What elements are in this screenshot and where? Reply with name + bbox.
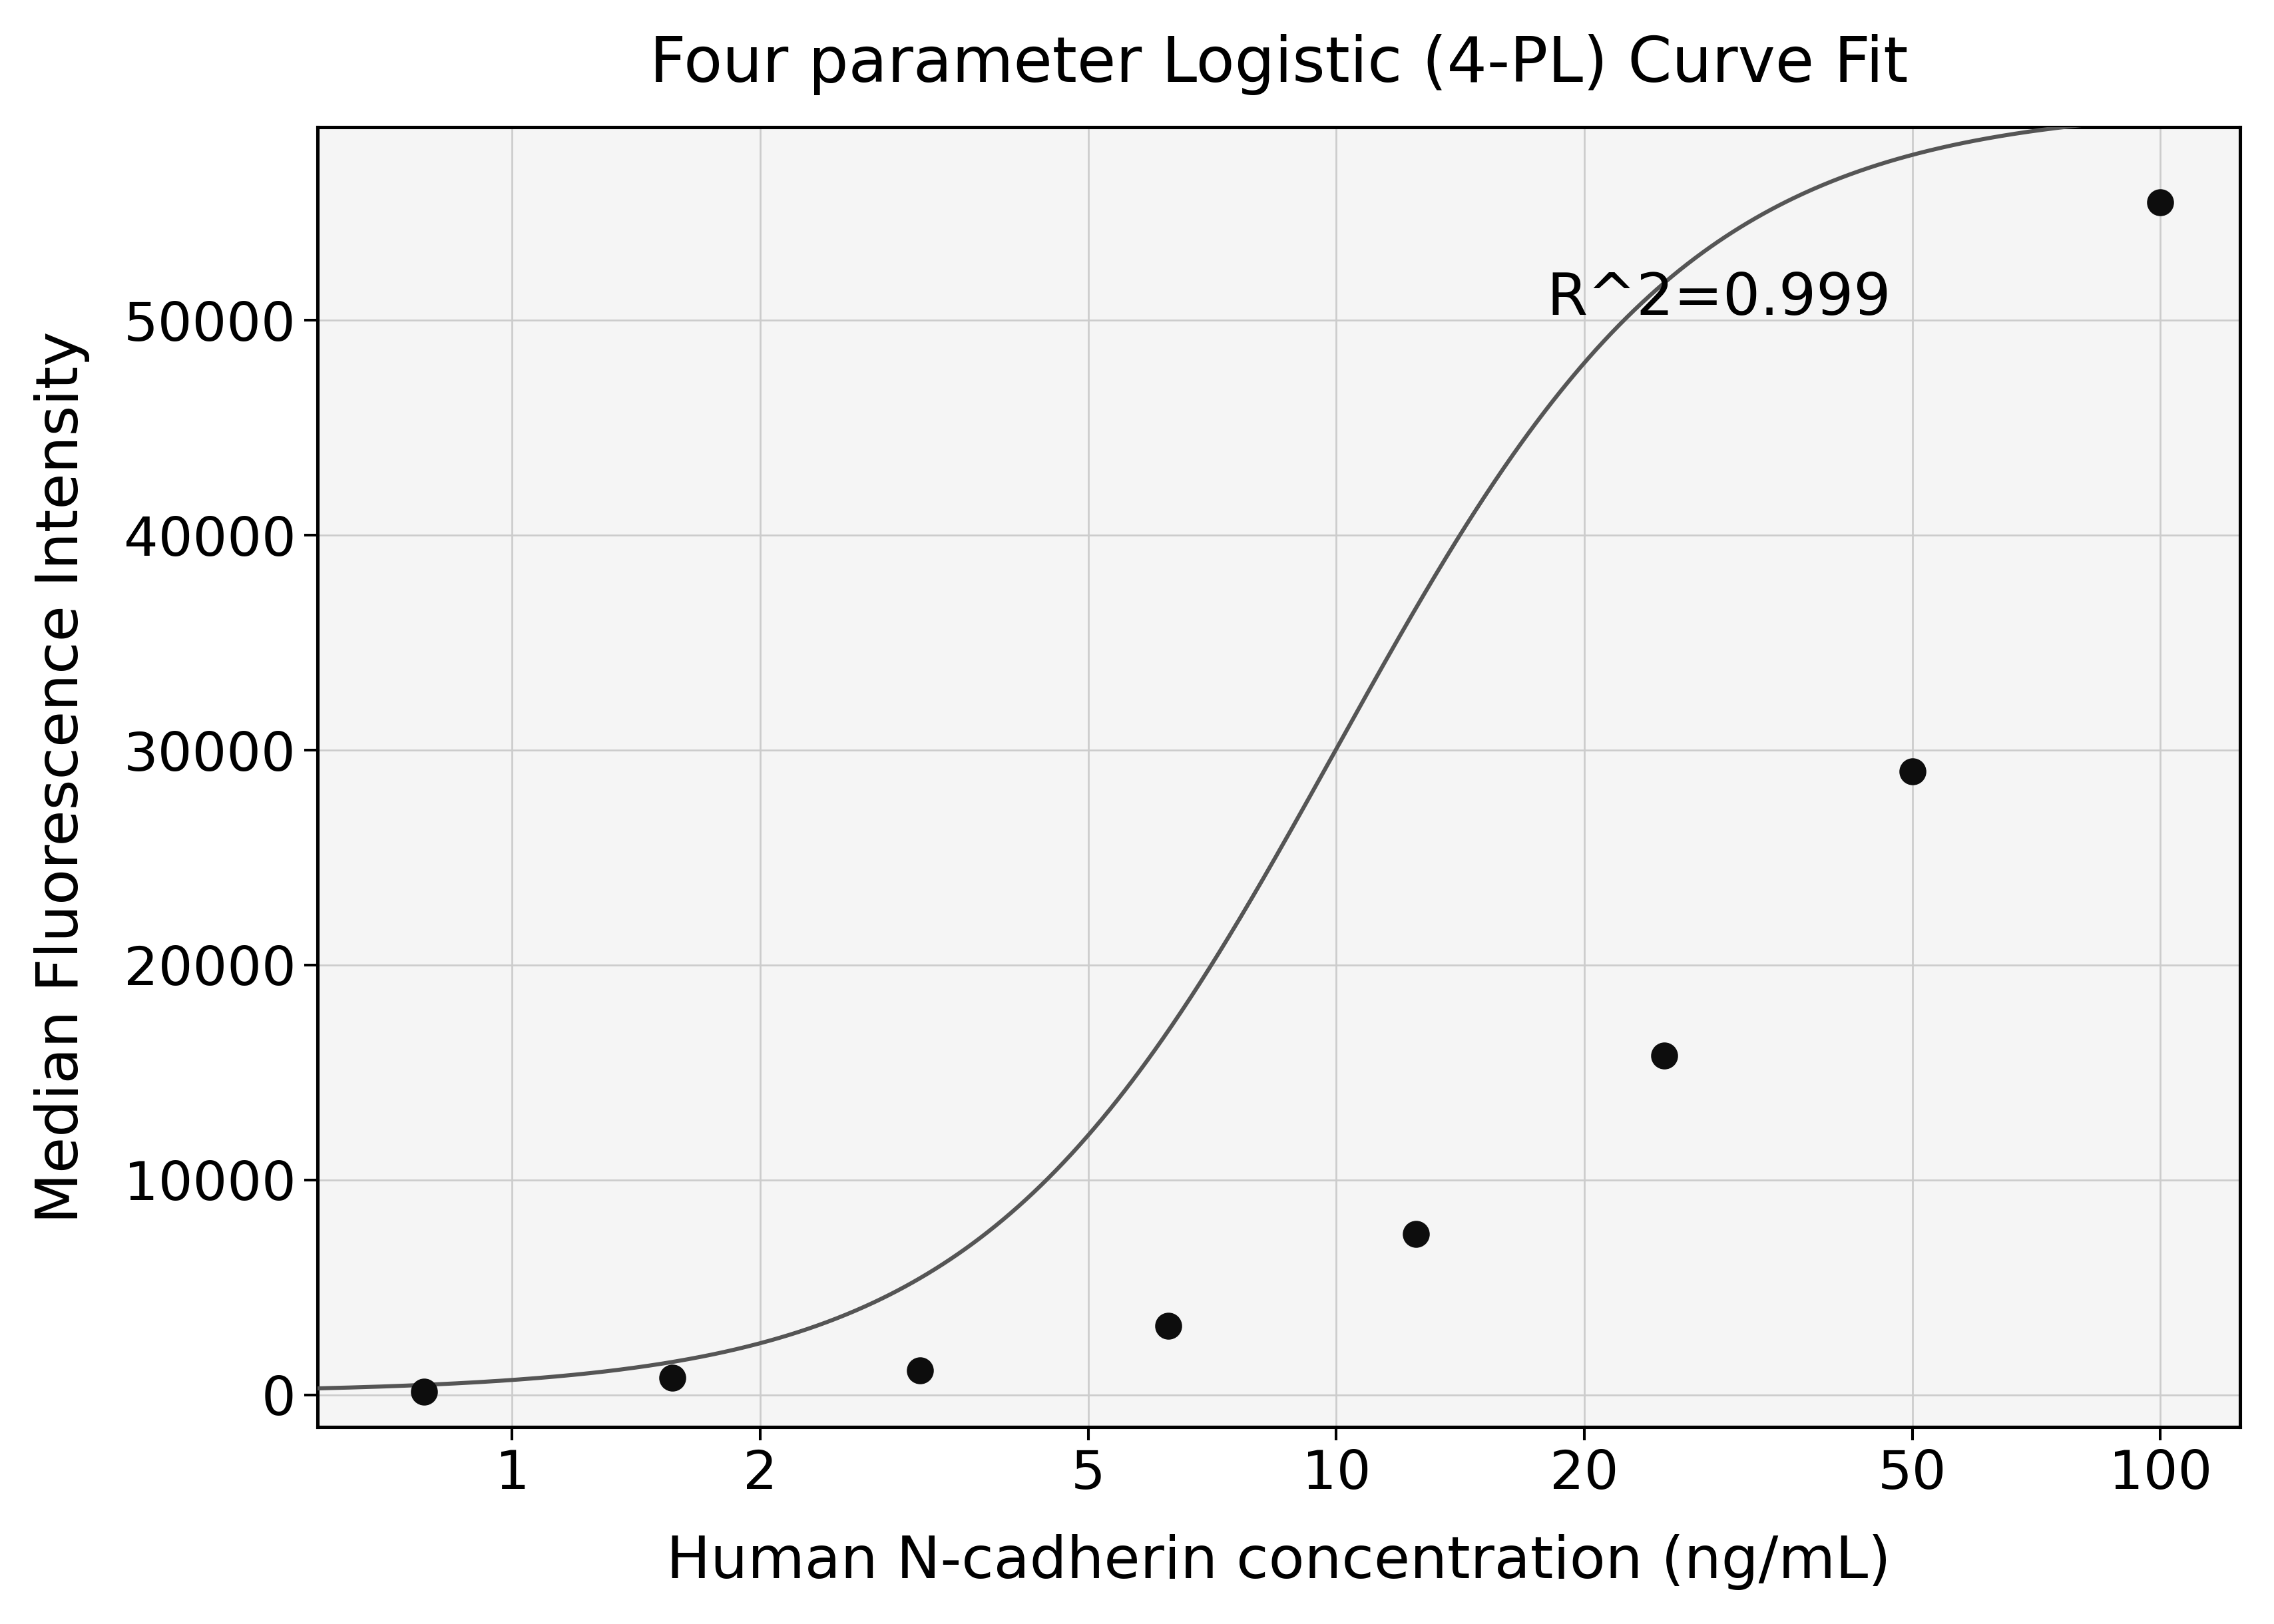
X-axis label: Human N-cadherin concentration (ng/mL): Human N-cadherin concentration (ng/mL)	[666, 1535, 1892, 1590]
Point	[655, 1364, 691, 1390]
Point	[903, 1358, 939, 1384]
Point	[1399, 1221, 1435, 1247]
Point	[405, 1379, 441, 1405]
Y-axis label: Median Fluorescence Intensity: Median Fluorescence Intensity	[34, 331, 89, 1223]
Text: R^2=0.999: R^2=0.999	[1546, 271, 1892, 326]
Point	[1894, 758, 1931, 784]
Point	[2142, 188, 2178, 214]
Point	[1151, 1314, 1187, 1340]
Title: Four parameter Logistic (4-PL) Curve Fit: Four parameter Logistic (4-PL) Curve Fit	[650, 34, 1908, 96]
Point	[1646, 1043, 1683, 1069]
